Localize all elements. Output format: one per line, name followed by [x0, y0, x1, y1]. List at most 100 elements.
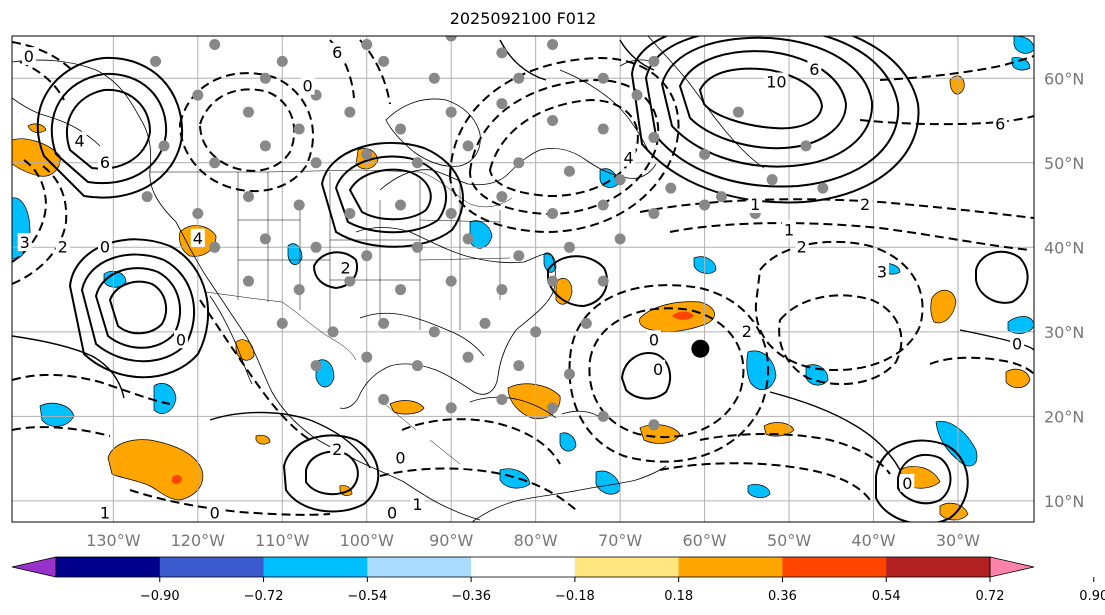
lat-tick-label: 10°N	[1044, 492, 1084, 511]
shade-patch	[1011, 57, 1031, 71]
contour-solid	[897, 453, 952, 505]
station-dot	[378, 393, 390, 405]
station-dot	[699, 148, 711, 160]
station-dot	[276, 317, 288, 329]
shade-patch	[172, 475, 182, 485]
station-dot	[242, 275, 254, 287]
contour-label: 0	[210, 504, 220, 523]
colorbar-segment	[471, 557, 576, 577]
station-dot	[276, 55, 288, 67]
contour-solid	[108, 280, 168, 335]
border-states-2	[238, 180, 421, 330]
contour-label: 0	[100, 237, 110, 256]
coastline-baja	[209, 295, 253, 385]
colorbar-tick-label: −0.72	[244, 589, 284, 604]
contour-label: 4	[623, 149, 633, 168]
shade-patch	[1005, 368, 1031, 389]
station-dot	[411, 157, 423, 169]
contour-label-bg	[207, 503, 222, 522]
coastline-south-america	[471, 465, 667, 522]
contour-solid	[66, 88, 152, 170]
contour-dashed	[12, 163, 68, 285]
station-dot	[310, 241, 322, 253]
station-dot	[327, 326, 339, 338]
station-dot	[597, 72, 609, 84]
contour-label-bg	[97, 237, 112, 256]
contour-label-bg	[807, 59, 822, 78]
contour-dashed	[699, 433, 891, 475]
station-dot	[513, 157, 525, 169]
colorbar-tick-label: 0.54	[872, 589, 901, 604]
contour-solid	[678, 50, 848, 150]
contour-label-bg	[739, 321, 754, 340]
station-dot	[479, 317, 491, 329]
contour-zero	[12, 335, 125, 399]
station-dot	[428, 72, 440, 84]
contour-layer	[12, 36, 1034, 522]
station-dot	[361, 351, 373, 363]
contour-label: 6	[809, 60, 819, 79]
contour-dashed	[488, 98, 639, 198]
contour-label-bg	[173, 330, 188, 349]
map-title: 2025092100 F012	[449, 9, 597, 28]
shade-patch	[930, 289, 957, 324]
colorbar-tick-label: 0.18	[664, 589, 693, 604]
shade-patch	[763, 422, 795, 437]
station-dot	[192, 207, 204, 219]
station-dot	[614, 233, 626, 245]
station-dot	[310, 360, 322, 372]
contour-label: 0	[1012, 335, 1022, 354]
contour-label: 2	[341, 258, 351, 277]
shade-patch	[287, 243, 303, 265]
lat-tick-label: 20°N	[1044, 407, 1084, 426]
contour-solid	[660, 36, 874, 168]
station-dot	[496, 393, 508, 405]
station-dot	[293, 123, 305, 135]
storm-center-marker	[691, 339, 710, 358]
contour-label-bg	[300, 76, 315, 95]
contour-solid	[305, 450, 359, 496]
contour-label-bg	[782, 220, 797, 239]
contour-label: 0	[303, 77, 313, 96]
station-dot	[496, 98, 508, 110]
colorbar-tick-label: −0.36	[451, 589, 491, 604]
contour-solid	[50, 72, 168, 185]
lon-tick-label: 50°W	[767, 531, 811, 550]
contour-label-bg	[393, 448, 408, 467]
colorbar-segment	[678, 557, 783, 577]
station-dot	[158, 140, 170, 152]
contour-dashed	[448, 56, 680, 234]
political-borders	[150, 169, 513, 465]
lon-tick-label: 120°W	[171, 531, 226, 550]
station-dot	[310, 157, 322, 169]
contour-label: 2	[860, 195, 870, 214]
contour-dashed	[12, 426, 111, 437]
contour-solid	[94, 267, 182, 349]
station-dot	[445, 207, 457, 219]
contour-label-bg	[646, 330, 661, 349]
station-dot	[411, 360, 423, 372]
colorbar-segment	[263, 557, 368, 577]
contour-dashed	[659, 462, 871, 501]
station-dot	[395, 123, 407, 135]
contour-solid	[348, 168, 432, 221]
station-dot	[547, 402, 559, 414]
station-dot	[648, 419, 660, 431]
colorbar-segment	[56, 557, 161, 577]
contour-label-bg	[874, 262, 889, 281]
lon-tick-label: 90°W	[429, 531, 473, 550]
station-dots	[141, 36, 829, 431]
lon-tick-label: 60°W	[683, 531, 727, 550]
contour-label: 0	[649, 330, 659, 349]
contour-solid	[620, 352, 672, 400]
coastline-north-america	[12, 59, 481, 521]
station-dot	[445, 275, 457, 287]
station-dot	[428, 326, 440, 338]
shade-patch	[672, 311, 694, 320]
lon-tick-label: 130°W	[86, 531, 141, 550]
lon-tick-label: 40°W	[851, 531, 895, 550]
contour-label-bg	[651, 359, 666, 378]
station-dot	[344, 106, 356, 118]
contour-label: 2	[742, 322, 752, 341]
